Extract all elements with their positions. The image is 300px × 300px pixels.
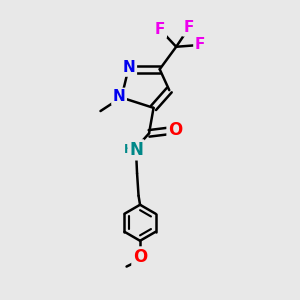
Text: F: F	[195, 37, 205, 52]
Text: N: N	[123, 60, 136, 75]
Text: F: F	[155, 22, 166, 37]
Text: O: O	[168, 122, 182, 140]
Text: F: F	[183, 20, 194, 35]
Text: O: O	[133, 248, 147, 266]
Text: N: N	[129, 141, 143, 159]
Text: H: H	[124, 143, 134, 156]
Text: N: N	[113, 89, 125, 104]
